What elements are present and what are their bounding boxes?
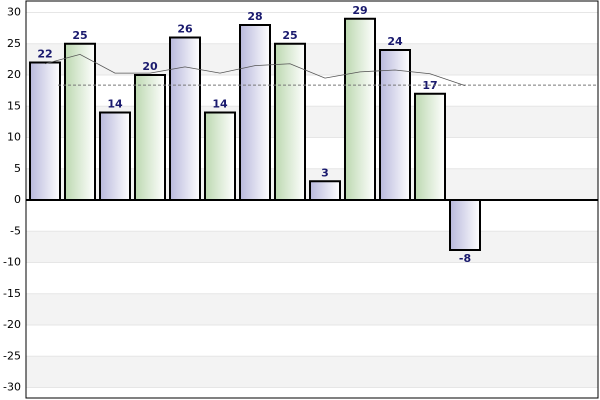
data-label: 14 [107, 98, 123, 111]
data-label: 28 [247, 10, 262, 23]
y-tick-label: 15 [7, 99, 21, 112]
y-tick-label: 30 [7, 6, 21, 19]
data-label: 14 [212, 98, 228, 111]
grid-band [26, 356, 598, 388]
y-tick-label: -10 [3, 256, 21, 269]
y-tick-label: 5 [14, 162, 21, 175]
y-tick-label: -30 [3, 381, 21, 394]
y-tick-label: 25 [7, 37, 21, 50]
data-label: 22 [37, 48, 52, 61]
grid-band [26, 43, 598, 75]
bar [449, 199, 481, 251]
data-label: 24 [387, 35, 403, 48]
y-tick-label: -20 [3, 318, 21, 331]
bar [169, 36, 201, 201]
data-label: 26 [177, 23, 193, 36]
bar [64, 42, 96, 201]
grid-band [26, 293, 598, 325]
grid-band [26, 231, 598, 263]
bar [274, 42, 306, 201]
bar [134, 74, 166, 201]
y-tick-label: 20 [7, 68, 21, 81]
bar [204, 111, 236, 201]
bar [99, 111, 131, 201]
bar [379, 49, 411, 201]
trend-line [44, 53, 466, 87]
data-label: 20 [142, 60, 158, 73]
y-tick-label: -5 [10, 224, 21, 237]
y-tick-label: -15 [3, 287, 21, 300]
bar [309, 180, 341, 201]
data-label: 25 [282, 29, 297, 42]
y-tick-label: -25 [3, 349, 21, 362]
data-label: -8 [459, 252, 471, 265]
data-label: 29 [352, 4, 367, 17]
data-label: 3 [321, 166, 329, 179]
bar [239, 24, 271, 201]
bar [414, 92, 446, 201]
bar [344, 17, 376, 201]
data-label: 25 [72, 29, 87, 42]
y-tick-label: 10 [7, 131, 21, 144]
bar [29, 61, 61, 201]
y-tick-label: 0 [14, 193, 21, 206]
